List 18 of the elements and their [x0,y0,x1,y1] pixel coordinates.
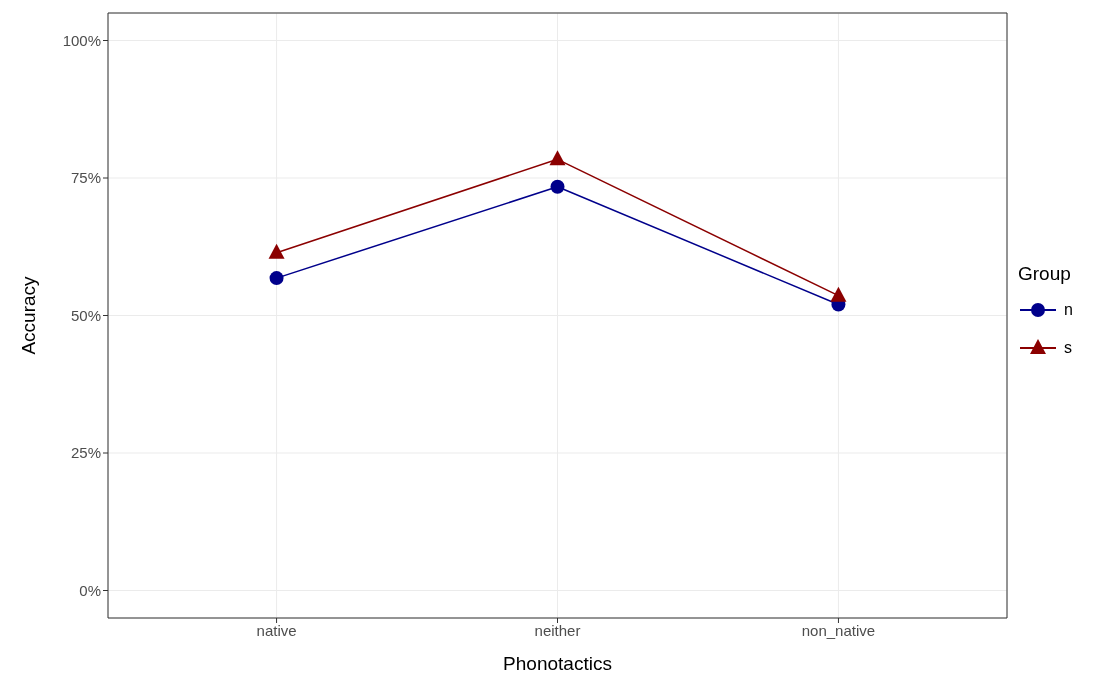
y-tick-label: 50% [70,306,101,324]
point [830,286,847,302]
x-tick-label: non_native [801,621,876,639]
point [550,179,565,194]
x-tick-label: native [256,621,297,639]
y-tick-label: 0% [79,581,101,599]
legend-title: Group [1018,263,1072,285]
point [268,243,285,259]
x-axis-title: Phonotactics [503,653,612,674]
y-tick-label: 25% [70,444,101,462]
point [549,150,566,166]
point [269,271,284,286]
y-tick-label: 100% [62,31,101,49]
y-tick-label: 75% [70,169,101,187]
legend-label: s [1064,339,1072,357]
y-axis-title: Accuracy [17,275,39,355]
legend-label: n [1064,301,1073,319]
x-tick-label: neither [534,621,581,639]
